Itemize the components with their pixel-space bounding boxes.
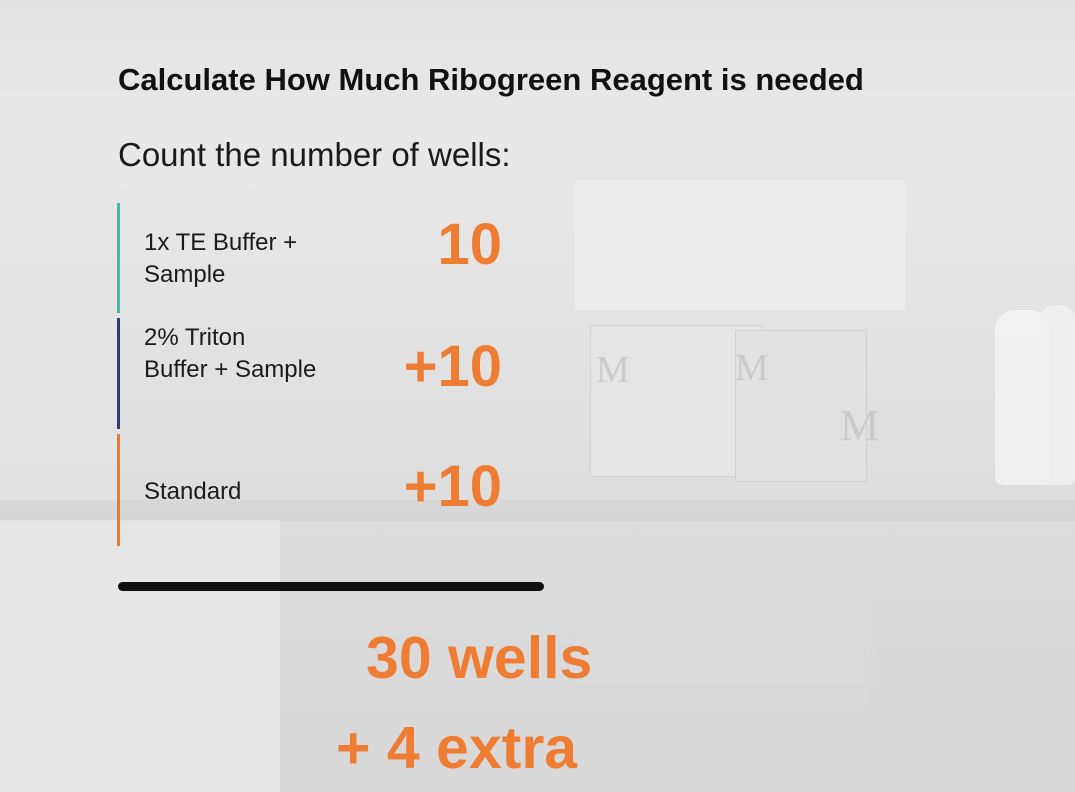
- row-label-line: Standard: [144, 478, 242, 505]
- row-label-line: Buffer + Sample: [144, 356, 317, 383]
- bg-panel: [0, 300, 120, 500]
- row-accent-bar-te-buffer: [117, 203, 120, 313]
- bg-equipment: [575, 535, 875, 685]
- bg-box-logo: M: [735, 347, 769, 389]
- bg-cabinet: [575, 180, 905, 310]
- row-accent-bar-triton: [117, 318, 120, 429]
- row-value-standard: +10: [403, 454, 502, 519]
- row-label-standard: Standard: [144, 476, 364, 508]
- bg-shelf: [0, 0, 1075, 120]
- bg-box-logo: M: [840, 401, 880, 450]
- row-accent-bar-standard: [117, 434, 120, 546]
- slide-title: Calculate How Much Ribogreen Reagent is …: [118, 62, 864, 97]
- row-value-triton: +10: [403, 334, 502, 399]
- bg-box-logo: M: [596, 349, 630, 391]
- row-label-line: 2% Triton: [144, 324, 246, 351]
- bg-counter: [0, 500, 1075, 522]
- row-label-line: 1x TE Buffer +: [144, 229, 298, 256]
- bg-box: [590, 325, 762, 477]
- extra-wells: + 4 extra: [336, 715, 578, 781]
- row-label-te-buffer: 1x TE Buffer + Sample: [144, 227, 364, 291]
- row-label-triton: 2% Triton Buffer + Sample: [144, 322, 364, 386]
- sum-divider: [118, 582, 544, 591]
- slide-subtitle: Count the number of wells:: [118, 136, 511, 173]
- total-wells: 30 wells: [366, 625, 593, 691]
- row-label-line: Sample: [144, 261, 226, 288]
- bg-bottle: [1040, 305, 1075, 485]
- row-value-te-buffer: 10: [437, 212, 502, 277]
- bg-equipment: [870, 600, 1075, 792]
- bg-box: [735, 330, 867, 482]
- bg-cabinet-lower: [0, 520, 280, 792]
